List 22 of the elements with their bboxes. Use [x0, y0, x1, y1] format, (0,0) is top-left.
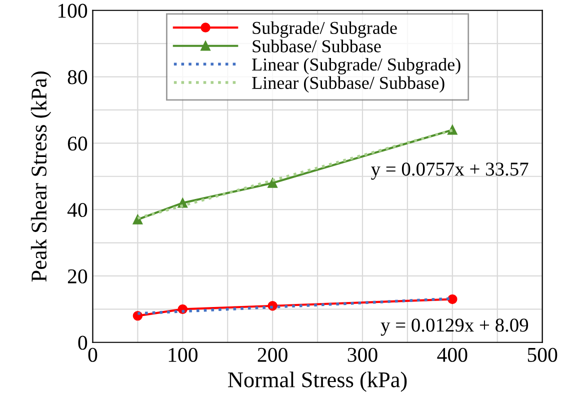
x-tick-label: 0 [88, 348, 98, 362]
y-axis-title: Peak Shear Stress (kPa) [30, 72, 52, 282]
legend-label: Subbase/ Subbase [252, 40, 381, 52]
y-tick-label: 80 [68, 70, 88, 84]
y-tick-label: 100 [58, 4, 88, 18]
legend-label: Linear (Subgrade/ Subgrade) [252, 58, 460, 74]
x-tick-label: 400 [437, 348, 468, 362]
x-tick-label: 100 [168, 348, 198, 362]
y-tick-label: 0 [78, 336, 88, 350]
x-tick-label: 200 [258, 348, 288, 362]
x-tick-label: 500 [528, 348, 558, 362]
x-axis-title: Normal Stress (kPa) [228, 372, 407, 392]
annotation: y = 0.0757x + 33.57 [371, 162, 528, 180]
annotation: y = 0.0129x + 8.09 [380, 318, 528, 336]
point [448, 294, 458, 304]
point [268, 178, 278, 188]
y-tick-label: 60 [68, 136, 88, 151]
legend-label: Linear (Subbase/ Subbase) [252, 76, 444, 93]
x-tick-label: 300 [348, 348, 378, 362]
legend-label: Subgrade/ Subgrade [252, 21, 397, 38]
y-tick-label: 40 [67, 202, 88, 218]
y-tick-label: 20 [68, 269, 88, 284]
